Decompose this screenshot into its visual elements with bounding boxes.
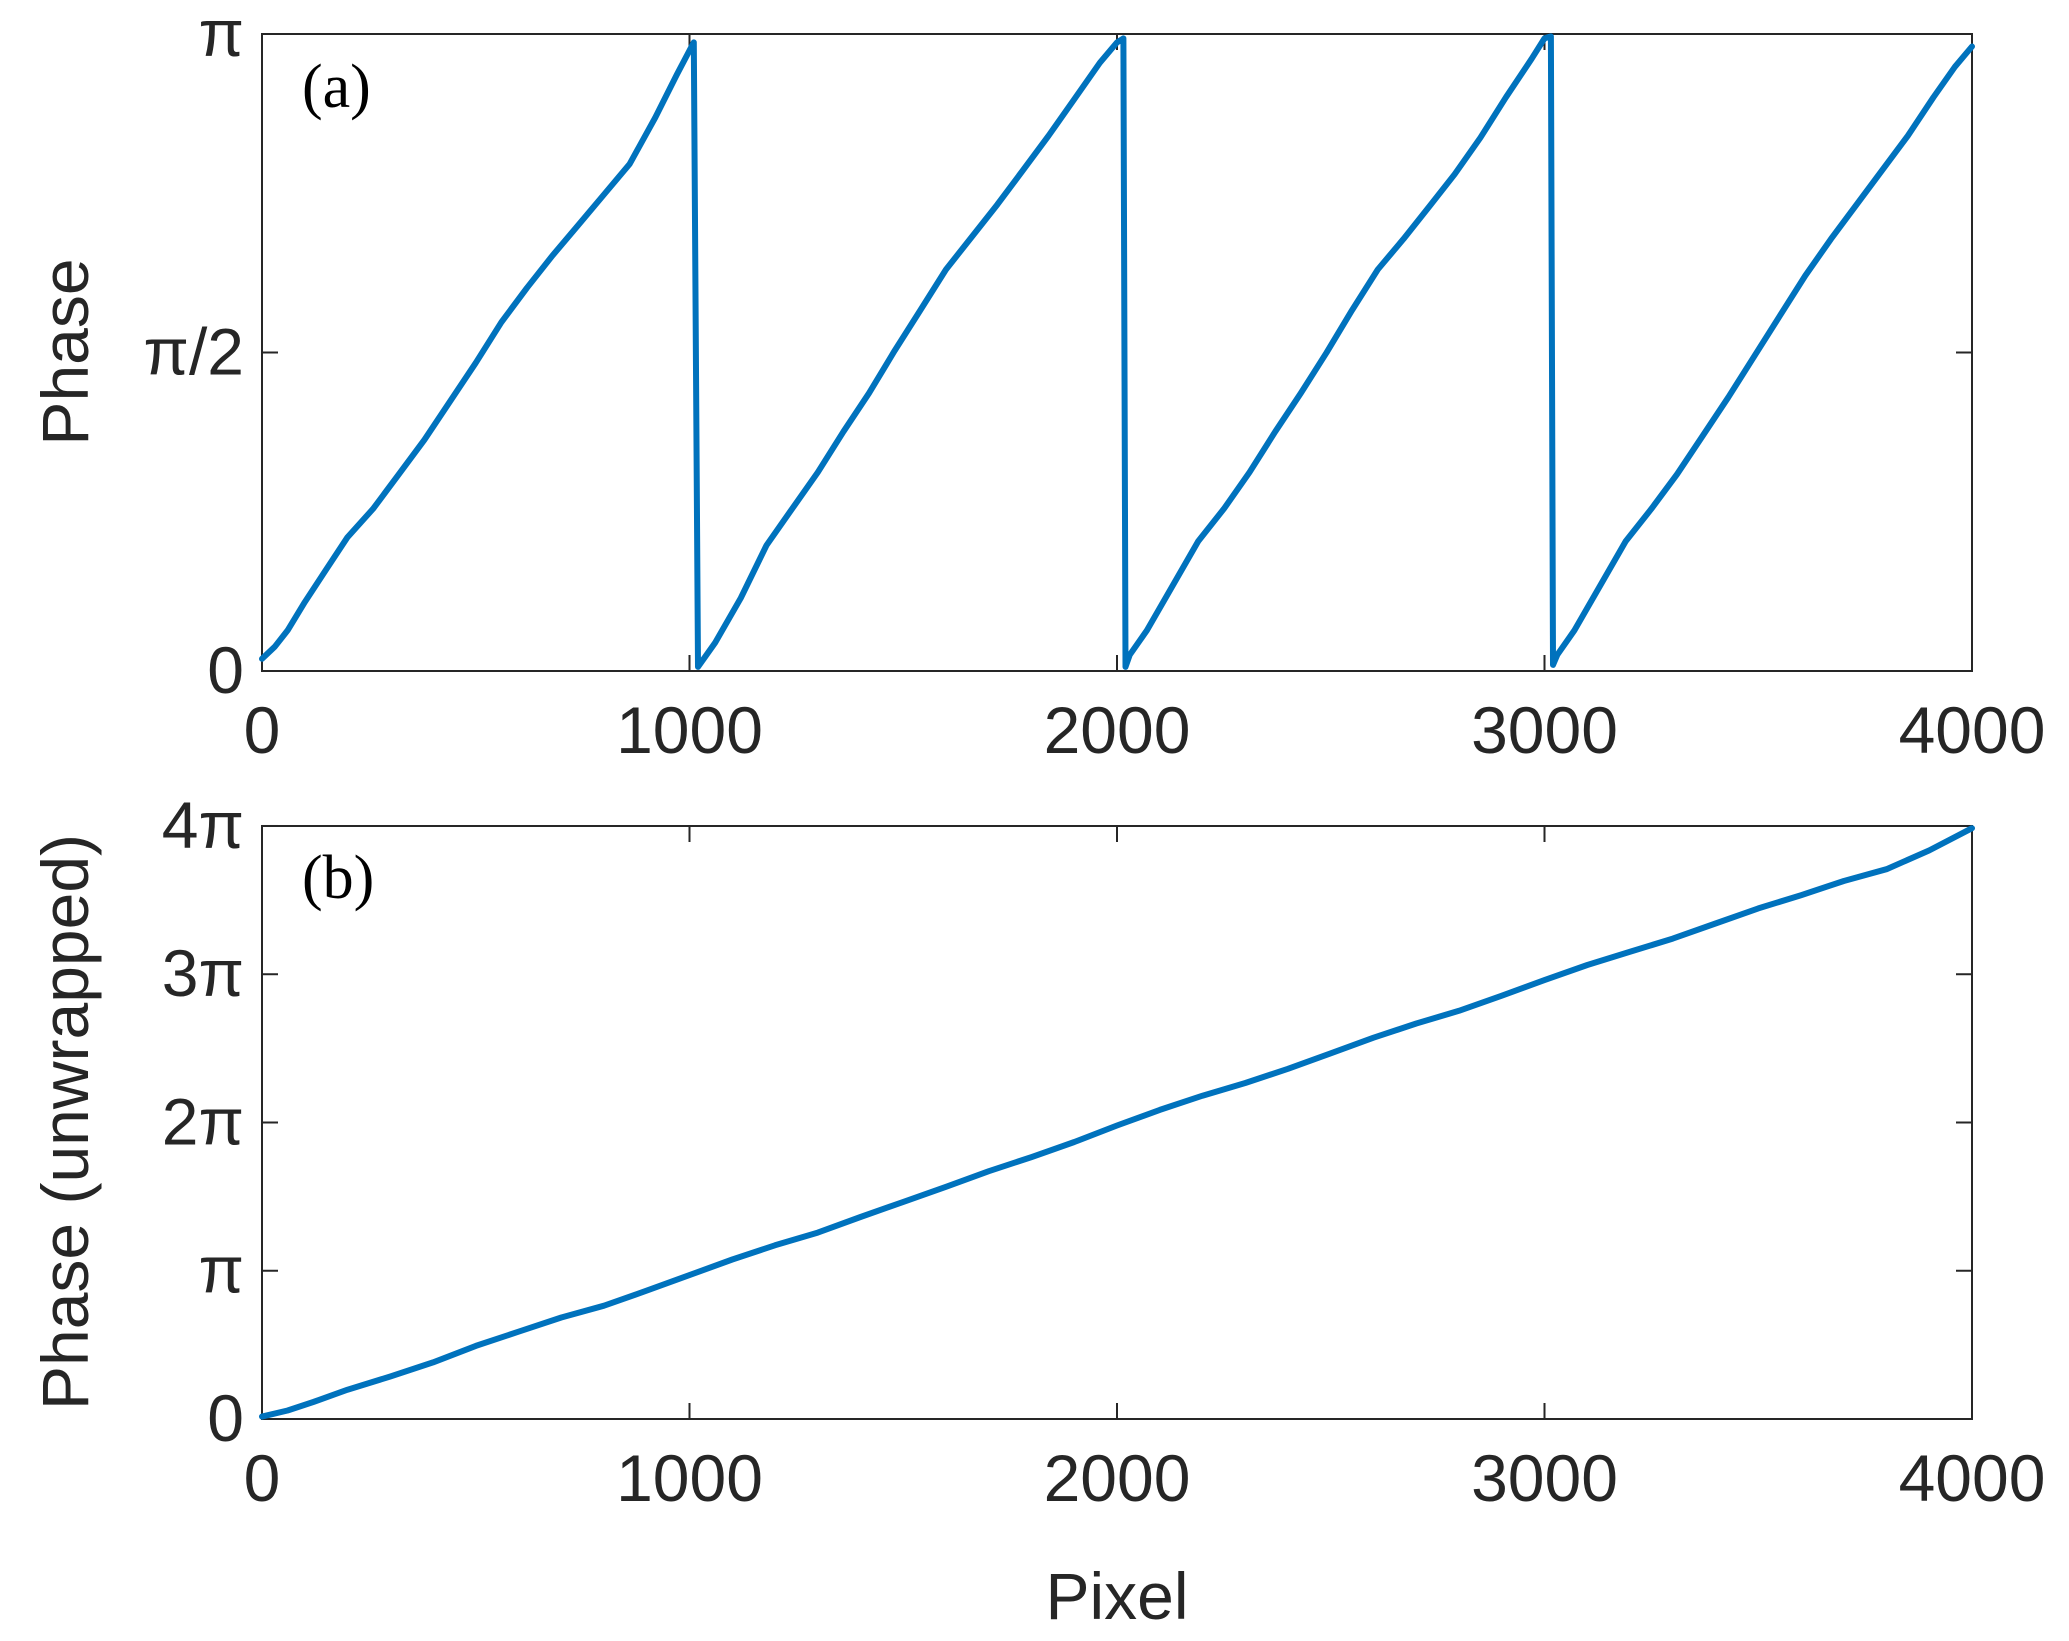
panel-a-x-tick-label: 1000 <box>616 693 763 767</box>
panel-b-tag: (b) <box>302 844 374 912</box>
panel-a-x-tick-label: 4000 <box>1899 693 2046 767</box>
panel-a-x-tick-label: 2000 <box>1044 693 1191 767</box>
panel-a-x-tick-label: 3000 <box>1471 693 1618 767</box>
panel-a-plot-area <box>261 33 1973 672</box>
panel-b-x-tick-label: 1000 <box>616 1441 763 1515</box>
panel-a-series-line <box>259 33 1975 670</box>
panel-b-y-tick-label: 0 <box>207 1381 244 1455</box>
panel-a-tag: (a) <box>302 53 371 121</box>
panel-a-y-axis-title: Phase <box>28 258 102 445</box>
panel-b-x-tick-label: 0 <box>244 1441 281 1515</box>
panel-a-y-tick-label: π <box>198 0 244 70</box>
panel-b-y-axis-title: Phase (unwrapped) <box>28 834 102 1410</box>
panel-a-x-tick-label: 0 <box>244 693 281 767</box>
panel-b-y-tick-label: 2π <box>162 1084 244 1158</box>
panel-b-x-tick-label: 4000 <box>1899 1441 2046 1515</box>
panel-b-x-axis-title: Pixel <box>1045 1559 1188 1633</box>
panel-b-series-line <box>259 825 1975 1420</box>
panel-a-y-tick-label: 0 <box>207 633 244 707</box>
panel-b: (b) Phase (unwrapped) Pixel 0 1000 2000 300… <box>28 788 2045 1633</box>
panel-b-y-tick-label: 4π <box>162 788 244 862</box>
panel-b-y-tick-label: 3π <box>162 936 244 1010</box>
panel-b-x-tick-label: 3000 <box>1471 1441 1618 1515</box>
panel-a-y-tick-label: π/2 <box>143 314 244 388</box>
panel-b-x-tick-label: 2000 <box>1044 1441 1191 1515</box>
panel-b-y-tick-label: π <box>198 1233 244 1307</box>
panel-a: (a) Phase 0 1000 2000 3000 4000 0 π/2 π <box>28 0 2045 767</box>
